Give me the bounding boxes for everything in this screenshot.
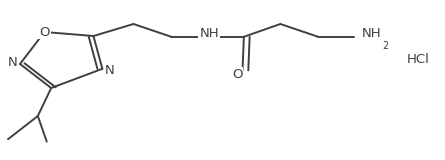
Text: NH: NH <box>199 27 219 40</box>
Text: N: N <box>105 64 114 77</box>
Text: NH: NH <box>362 27 381 40</box>
Text: O: O <box>232 68 243 81</box>
Text: HCl: HCl <box>407 53 430 66</box>
Text: 2: 2 <box>383 41 389 51</box>
Text: O: O <box>39 25 50 39</box>
Text: N: N <box>8 56 18 69</box>
